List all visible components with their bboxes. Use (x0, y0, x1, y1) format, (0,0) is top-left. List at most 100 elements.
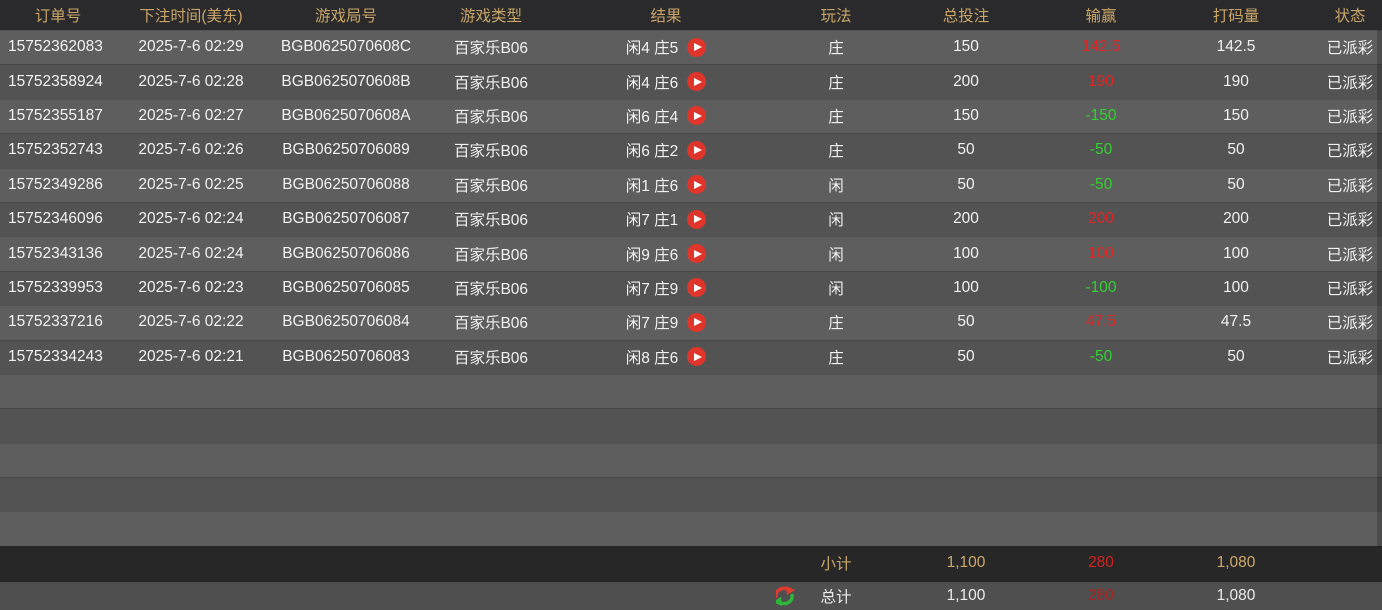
cell-rolling: 200 (1223, 210, 1249, 228)
cell-winloss: 100 (1088, 244, 1114, 262)
table-row: 15752358924 2025-7-6 02:28 BGB0625070608… (0, 64, 1382, 99)
subtotal-row: 小计 1,100 280 1,080 (0, 545, 1382, 581)
table-header-row: 订单号 下注时间(美东) 游戏局号 游戏类型 结果 玩法 总投注 输赢 打码量 状态 (0, 0, 1382, 30)
cell-result: 闲1 庄6 (556, 168, 776, 202)
play-icon[interactable] (687, 347, 707, 367)
play-icon[interactable] (687, 244, 707, 264)
play-icon[interactable] (687, 72, 707, 92)
cell-order: 15752362083 (8, 38, 103, 56)
scrollbar[interactable] (1377, 30, 1382, 547)
empty-row (0, 477, 1382, 512)
result-text: 闲1 庄6 (625, 177, 679, 195)
column-header-status: 状态 (1334, 8, 1366, 25)
cell-play: 庄 (828, 349, 844, 367)
cell-time: 2025-7-6 02:23 (138, 278, 244, 296)
cell-round: BGB06250706088 (282, 175, 410, 193)
table-row: 15752337216 2025-7-6 02:22 BGB0625070608… (0, 305, 1382, 340)
cell-rolling: 50 (1227, 347, 1245, 365)
cell-order: 15752346096 (8, 210, 103, 228)
cell-type: 百家乐B06 (453, 40, 529, 58)
play-triangle (693, 111, 702, 120)
cell-type: 百家乐B06 (453, 177, 529, 195)
empty-row (0, 373, 1382, 409)
table-row: 15752343136 2025-7-6 02:24 BGB0625070608… (0, 236, 1382, 271)
play-icon[interactable] (687, 106, 707, 126)
cell-status: 已派彩 (1326, 177, 1374, 195)
play-triangle (693, 283, 702, 292)
cell-type: 百家乐B06 (453, 280, 529, 298)
cell-winloss: -50 (1089, 141, 1113, 159)
column-header-round: 游戏局号 (314, 8, 377, 25)
empty-row (0, 511, 1382, 546)
total-row: 总计 1,100 280 1,080 (0, 580, 1382, 610)
cell-time: 2025-7-6 02:27 (138, 106, 244, 124)
play-triangle (693, 43, 702, 52)
cell-type: 百家乐B06 (453, 143, 529, 161)
cell-play: 闲 (828, 212, 844, 230)
play-triangle (693, 180, 702, 189)
play-icon[interactable] (687, 175, 707, 195)
column-header-time: 下注时间(美东) (139, 8, 243, 25)
cell-winloss: 190 (1088, 72, 1114, 90)
table-row: 15752346096 2025-7-6 02:24 BGB0625070608… (0, 201, 1382, 237)
play-icon[interactable] (687, 209, 707, 229)
cell-rolling: 100 (1223, 244, 1249, 262)
cell-result: 闲6 庄2 (556, 133, 776, 167)
refresh-icon[interactable] (776, 585, 796, 606)
table-row: 15752349286 2025-7-6 02:25 BGB0625070608… (0, 167, 1382, 202)
result-text: 闲4 庄6 (625, 74, 679, 92)
column-header-order: 订单号 (34, 8, 82, 25)
cell-round: BGB0625070608B (281, 72, 411, 90)
cell-bet: 200 (953, 210, 979, 228)
cell-time: 2025-7-6 02:21 (138, 347, 244, 365)
cell-type: 百家乐B06 (453, 315, 529, 333)
cell-status: 已派彩 (1326, 108, 1374, 126)
subtotal-winloss: 280 (1088, 554, 1114, 572)
column-header-type: 游戏类型 (459, 8, 522, 25)
cell-time: 2025-7-6 02:25 (138, 175, 244, 193)
cell-status: 已派彩 (1326, 280, 1374, 298)
cell-time: 2025-7-6 02:24 (138, 244, 244, 262)
cell-order: 15752334243 (8, 347, 103, 365)
cell-bet: 150 (953, 106, 979, 124)
cell-status: 已派彩 (1326, 315, 1374, 333)
cell-time: 2025-7-6 02:26 (138, 141, 244, 159)
cell-bet: 50 (957, 141, 975, 159)
play-icon[interactable] (687, 37, 707, 57)
cell-round: BGB06250706089 (282, 141, 410, 159)
cell-time: 2025-7-6 02:22 (138, 313, 244, 331)
cell-winloss: -50 (1089, 347, 1113, 365)
play-triangle (693, 249, 702, 258)
result-text: 闲4 庄5 (625, 40, 679, 58)
cell-result: 闲7 庄1 (556, 202, 776, 236)
result-text: 闲6 庄2 (625, 143, 679, 161)
cell-result: 闲4 庄6 (556, 64, 776, 98)
play-triangle (693, 146, 702, 155)
cell-order: 15752337216 (8, 313, 103, 331)
total-bet: 1,100 (946, 586, 986, 604)
cell-round: BGB06250706085 (282, 278, 410, 296)
cell-time: 2025-7-6 02:24 (138, 210, 244, 228)
cell-status: 已派彩 (1326, 143, 1374, 161)
play-icon[interactable] (687, 140, 707, 160)
cell-bet: 50 (957, 175, 975, 193)
column-header-rolling: 打码量 (1212, 8, 1260, 25)
cell-round: BGB0625070608A (281, 106, 411, 124)
cell-time: 2025-7-6 02:28 (138, 72, 244, 90)
table-row: 15752355187 2025-7-6 02:27 BGB0625070608… (0, 98, 1382, 134)
cell-result: 闲7 庄9 (556, 305, 776, 339)
cell-order: 15752352743 (8, 141, 103, 159)
play-triangle (693, 215, 702, 224)
play-icon[interactable] (687, 278, 707, 298)
cell-status: 已派彩 (1326, 246, 1374, 264)
cell-result: 闲6 庄4 (556, 99, 776, 133)
cell-winloss: -50 (1089, 175, 1113, 193)
cell-winloss: -100 (1085, 278, 1117, 296)
cell-bet: 200 (953, 72, 979, 90)
cell-play: 庄 (828, 315, 844, 333)
cell-order: 15752339953 (8, 278, 103, 296)
cell-status: 已派彩 (1326, 349, 1374, 367)
cell-winloss: 142.5 (1081, 38, 1121, 56)
total-label-cell: 总计 (776, 582, 896, 610)
play-icon[interactable] (687, 312, 707, 332)
